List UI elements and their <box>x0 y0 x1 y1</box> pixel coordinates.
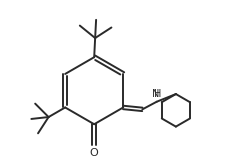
Text: H: H <box>154 89 161 99</box>
Text: O: O <box>90 148 98 158</box>
Text: N: N <box>152 89 160 99</box>
